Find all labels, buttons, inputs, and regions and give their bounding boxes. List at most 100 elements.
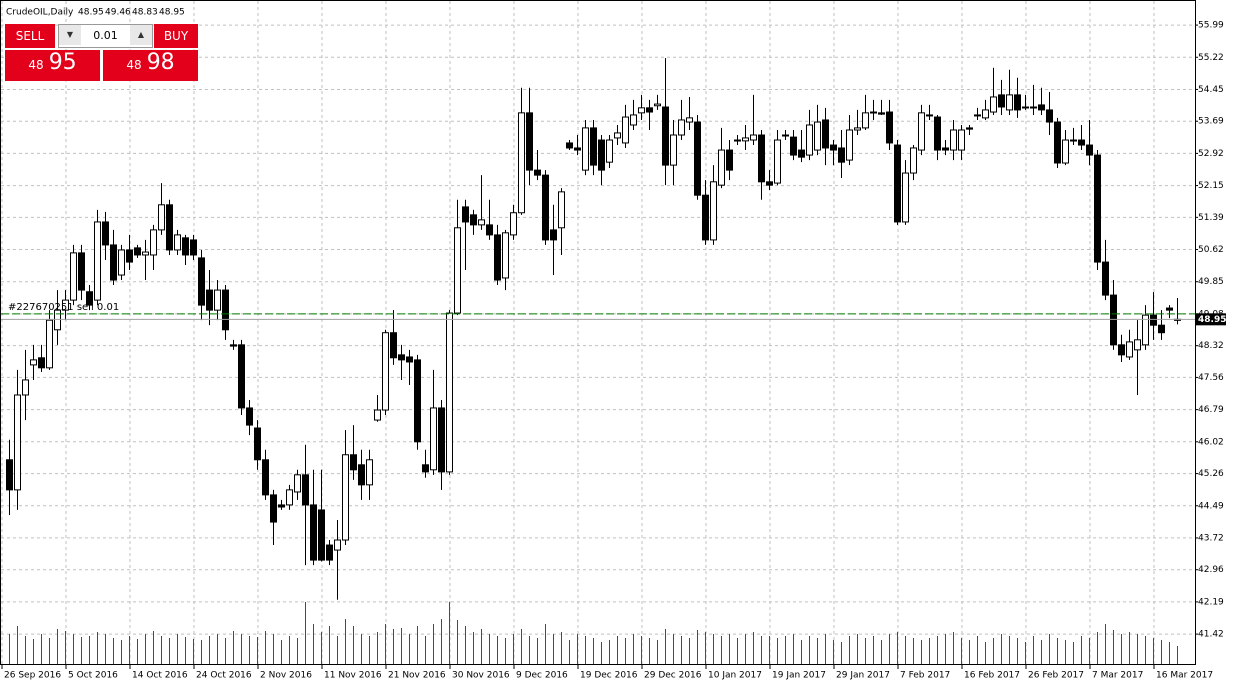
candle-body [190,239,197,256]
volume-bar [225,638,226,664]
candle-body [518,112,525,214]
candle-body [22,379,29,396]
candle-body [182,237,189,256]
y-tick-label: 53.69 [1198,117,1224,127]
volume-bar [1129,632,1130,664]
x-tick-label: 9 Dec 2016 [516,671,568,681]
candle-body [310,504,317,561]
volume-bar [985,642,986,664]
lot-value: 0.01 [93,29,118,42]
volume-bar [313,624,314,664]
x-tick-label: 7 Mar 2017 [1092,671,1143,681]
volume-bar [993,638,994,664]
candle-body [934,116,941,151]
candle-body [654,103,661,107]
candle-body [646,107,653,113]
candle-body [142,251,149,256]
candle-body [630,114,637,126]
candle-body [454,227,461,314]
lot-decrease[interactable]: ▼ [59,25,81,45]
candle-body [238,344,245,409]
x-tick-label: 24 Oct 2016 [196,671,252,681]
candle-body [390,332,397,359]
candle-body [990,96,997,113]
candle-body [926,114,933,117]
volume-bar [1081,636,1082,664]
volume-bar [777,638,778,664]
candle-body [638,107,645,114]
volume-bar [969,640,970,664]
volume-bar [585,636,586,664]
buy-price[interactable]: 48 98 [103,50,198,81]
buy-price-big-figure: 48 [126,58,142,72]
lot-increase[interactable]: ▲ [130,25,152,45]
x-tick-label: 19 Jan 2017 [772,671,826,681]
x-tick-label: 29 Dec 2016 [644,671,702,681]
volume-bar [73,634,74,664]
candle-body [854,127,861,131]
volume-bar [769,636,770,664]
candle-body [126,249,133,263]
volume-bar [1145,636,1146,664]
volume-bar [289,636,290,664]
buy-button[interactable]: BUY [154,24,198,48]
candle-body [286,489,293,506]
candle-body [206,289,213,311]
volume-bar [81,637,82,664]
volume-bar [1113,630,1114,664]
candle-body [270,494,277,523]
candle-body [366,459,373,486]
volume-bar [1169,642,1170,664]
volume-bar [857,634,858,664]
volume-bar [273,634,274,664]
candle-body [982,109,989,119]
y-tick-label: 55.99 [1198,21,1224,31]
y-tick-label: 42.19 [1198,597,1224,607]
candle-body [870,111,877,114]
volume-bar [113,638,114,664]
y-tick-label: 54.45 [1198,85,1224,95]
volume-bar [817,638,818,664]
volume-bar [1105,624,1106,664]
candle-body [694,121,701,196]
candle-body [1118,344,1125,356]
volume-bar [489,634,490,664]
bid-label-box [1196,313,1226,326]
x-tick-label: 26 Sep 2016 [4,671,61,681]
volume-bar [297,638,298,664]
candle-body [158,204,165,231]
candle-body [670,134,677,166]
sell-button[interactable]: SELL [5,24,55,48]
candle-body [326,544,333,561]
candle-body [790,136,797,156]
candle-body [350,454,357,471]
candle-body [622,116,629,144]
sell-price[interactable]: 48 95 [5,50,100,81]
candle-body [470,214,477,226]
volume-bar [217,634,218,664]
candle-body [254,427,261,461]
candle-body [894,144,901,223]
volume-bar [25,636,26,664]
candle-body [502,232,509,279]
candle-body [966,127,973,130]
volume-bar [1065,640,1066,664]
y-tick-label: 49.85 [1198,277,1224,287]
x-tick-label: 10 Jan 2017 [708,671,762,681]
volume-bar [481,629,482,664]
candle-body [1142,314,1149,346]
candle-body [718,149,725,186]
trade-panel: SELL 0.01 ▼ ▲ BUY 48 95 48 98 [5,24,198,81]
volume-bar [401,628,402,664]
volume-bar [185,637,186,664]
volume-bar [761,636,762,664]
candle-body [606,139,613,163]
candle-body [1062,139,1069,164]
y-tick-label: 45.26 [1198,469,1224,479]
volume-bar [1057,638,1058,664]
volume-bar [681,636,682,664]
volume-bar [433,624,434,664]
volume-bar [1121,634,1122,664]
volume-bar [305,602,306,664]
volume-bar [953,632,954,664]
